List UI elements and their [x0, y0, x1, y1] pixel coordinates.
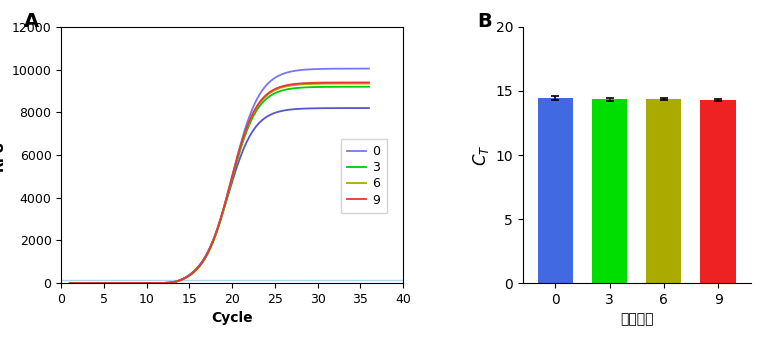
Text: A: A: [24, 11, 39, 31]
X-axis label: 冻融次数: 冻融次数: [620, 312, 653, 326]
Bar: [592, 99, 627, 283]
Bar: [700, 100, 736, 283]
Text: B: B: [477, 11, 492, 31]
Bar: [538, 98, 573, 283]
Bar: [647, 99, 682, 283]
X-axis label: Cycle: Cycle: [211, 311, 253, 325]
Legend: 0, 3, 6, 9: 0, 3, 6, 9: [341, 139, 387, 213]
Y-axis label: $\mathit{C}_T$: $\mathit{C}_T$: [471, 144, 491, 166]
Y-axis label: RFU: RFU: [0, 139, 6, 171]
